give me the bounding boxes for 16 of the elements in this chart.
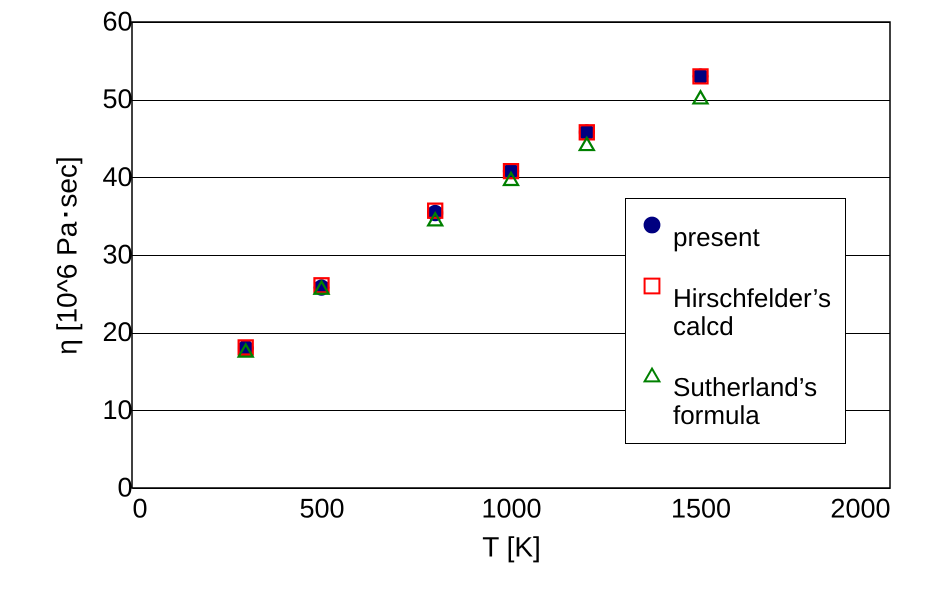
x-tick-label: 1500	[670, 494, 732, 524]
x-tick-label: 1000	[481, 494, 542, 524]
y-axis-title: η [10^6 Pa･sec]	[51, 156, 82, 355]
y-tick-label: 20	[102, 317, 132, 348]
legend-label: present	[673, 222, 760, 252]
y-tick-label: 10	[102, 394, 132, 425]
y-tick-label: 0	[117, 472, 132, 502]
x-tick-label: 500	[299, 494, 345, 524]
legend-label: Sutherland’s formula	[673, 372, 818, 430]
x-axis-title: T [K]	[482, 532, 541, 562]
y-tick-label: 50	[102, 84, 132, 114]
y-tick-label: 60	[102, 6, 132, 36]
x-tick-label: 2000	[830, 494, 890, 524]
legend-label: Hirschfelder’s calcd	[673, 283, 831, 341]
y-tick-label: 40	[102, 162, 132, 192]
y-tick-label: 30	[102, 240, 132, 270]
